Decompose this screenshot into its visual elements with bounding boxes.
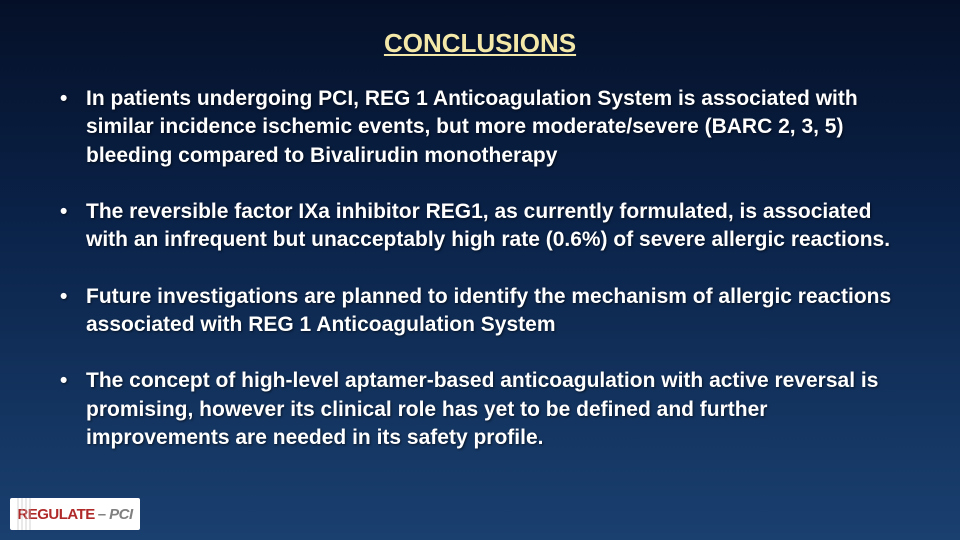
slide: CONCLUSIONS In patients undergoing PCI, … <box>0 0 960 540</box>
logo-text-dash: – <box>98 506 106 523</box>
bullet-item: The reversible factor IXa inhibitor REG1… <box>48 198 912 255</box>
bullet-item: The concept of high-level aptamer-based … <box>48 367 912 452</box>
logo-stripes <box>17 498 31 530</box>
regulate-pci-logo: REGULATE – PCI <box>10 498 140 530</box>
bullet-item: Future investigations are planned to ide… <box>48 283 912 340</box>
bullet-list: In patients undergoing PCI, REG 1 Antico… <box>48 85 912 452</box>
slide-title: CONCLUSIONS <box>48 28 912 59</box>
bullet-item: In patients undergoing PCI, REG 1 Antico… <box>48 85 912 170</box>
logo-text-right: PCI <box>109 506 133 523</box>
